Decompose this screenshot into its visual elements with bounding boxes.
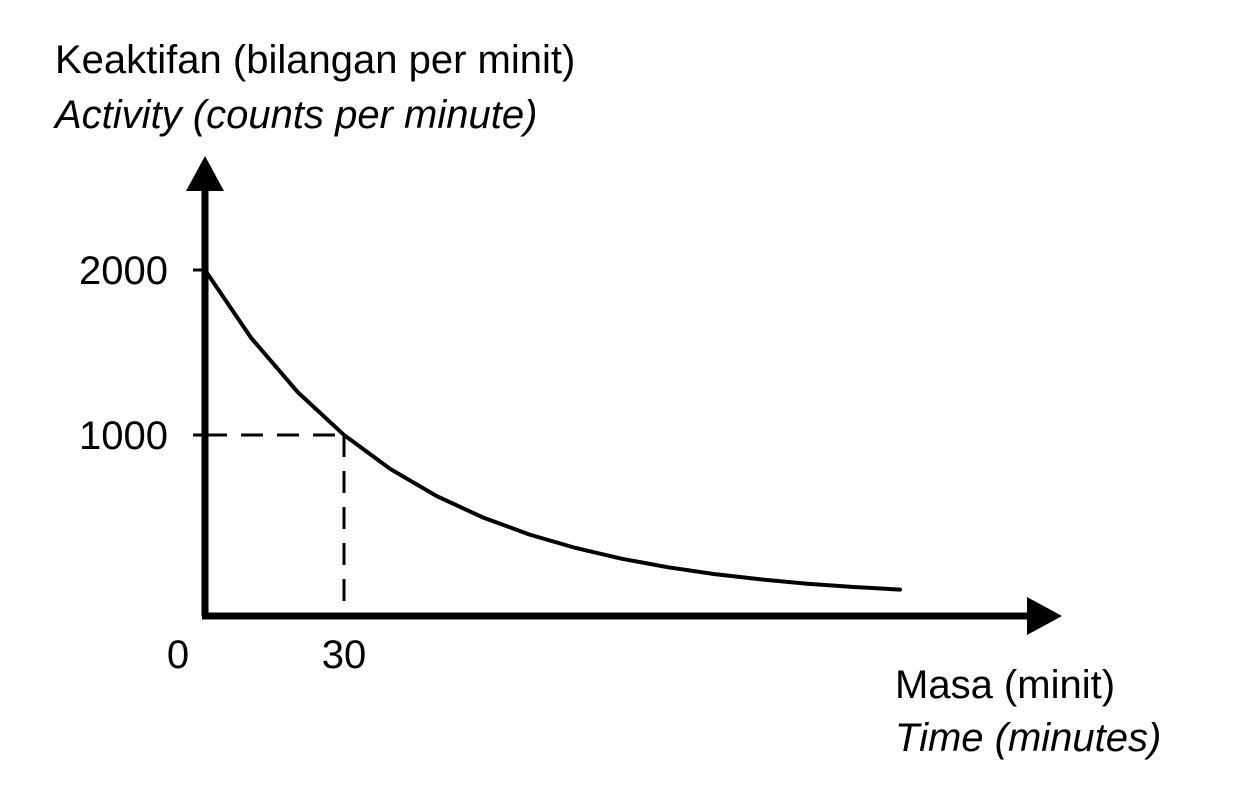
tick-labels: 2000 1000 30	[79, 249, 366, 677]
x-axis-label: Masa (minit)	[895, 663, 1116, 707]
y-axis-label-english: Activity (counts per minute)	[55, 93, 538, 137]
y-axis-label: Keaktifan (bilangan per minit)	[55, 38, 576, 82]
y-axis-arrowhead	[186, 156, 224, 191]
x-axis-arrowhead	[1027, 597, 1062, 635]
x-axis-label-english: Time (minutes)	[895, 716, 1162, 760]
y-tick-label: 1000	[79, 414, 168, 458]
activity-decay-curve	[203, 268, 902, 592]
half-life-guides	[205, 433, 346, 616]
origin-label: 0	[167, 633, 189, 677]
x-tick-label: 30	[322, 633, 367, 677]
y-tick-label: 2000	[79, 249, 168, 293]
